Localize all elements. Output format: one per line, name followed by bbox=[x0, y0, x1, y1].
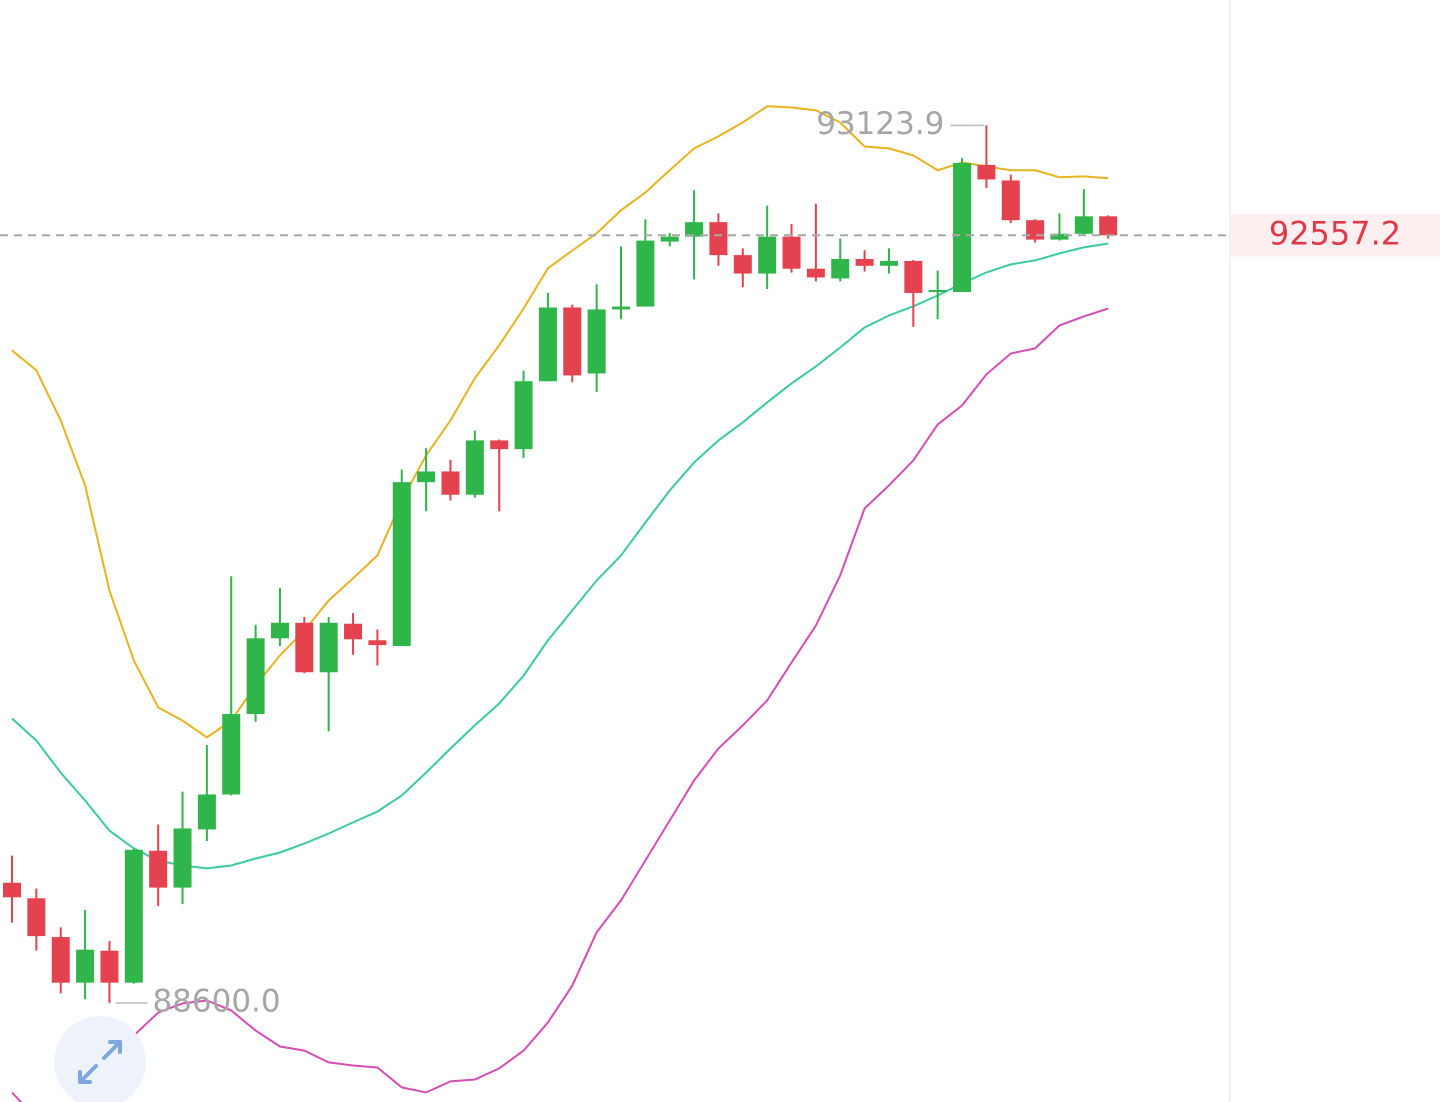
y-axis: 92557.2 bbox=[1230, 214, 1440, 257]
candle-body bbox=[977, 164, 996, 180]
candle-body bbox=[538, 307, 557, 382]
candle-body bbox=[197, 794, 216, 830]
candle-body bbox=[758, 236, 777, 274]
candle-body bbox=[1074, 216, 1093, 234]
candle-body bbox=[441, 471, 460, 495]
candle-body bbox=[636, 240, 655, 307]
candle-body bbox=[733, 255, 752, 274]
last-price-box bbox=[1230, 214, 1440, 257]
candle-body bbox=[1001, 180, 1020, 221]
band-line bbox=[11, 105, 1109, 739]
high-label: 93123.9 bbox=[816, 106, 944, 142]
expand-button[interactable] bbox=[54, 1016, 146, 1102]
candle-body bbox=[3, 882, 21, 898]
candle-body bbox=[831, 259, 850, 279]
candle-body bbox=[222, 713, 241, 795]
candle-body bbox=[612, 306, 630, 310]
candle-body bbox=[246, 638, 265, 714]
candle-body bbox=[879, 260, 898, 266]
candle-body bbox=[319, 622, 338, 673]
candle-body bbox=[709, 222, 728, 256]
candle-body bbox=[782, 236, 801, 269]
candle-body bbox=[563, 307, 582, 376]
candle-body bbox=[1050, 233, 1069, 240]
candle-body bbox=[490, 440, 509, 450]
candle-body bbox=[27, 898, 46, 937]
candle-body bbox=[149, 850, 168, 888]
candle-body bbox=[76, 949, 95, 983]
candle-body bbox=[587, 309, 606, 374]
candle-body bbox=[685, 222, 704, 237]
candle-body bbox=[295, 622, 314, 673]
band-line bbox=[11, 307, 1109, 1102]
candle-body bbox=[100, 950, 119, 983]
candle-body bbox=[855, 259, 874, 266]
candle-body bbox=[806, 268, 825, 278]
last-price-label: 92557.2 bbox=[1269, 214, 1401, 252]
candle-body bbox=[660, 236, 679, 242]
candle-body bbox=[344, 623, 363, 640]
candle-body bbox=[928, 290, 947, 293]
candle-body bbox=[417, 471, 436, 483]
candle-body bbox=[1026, 220, 1045, 240]
candle-body bbox=[51, 937, 70, 983]
annotations: 93123.9 88600.0 bbox=[0, 106, 1230, 1020]
band-line bbox=[11, 242, 1109, 870]
candle-body bbox=[392, 482, 411, 647]
candles bbox=[3, 125, 1118, 1004]
candle-body bbox=[124, 849, 143, 983]
candle-body bbox=[270, 622, 289, 639]
candle-body bbox=[465, 440, 484, 495]
candle-body bbox=[368, 640, 387, 646]
candle-body bbox=[1099, 216, 1118, 236]
candle-body bbox=[904, 260, 923, 293]
low-label: 88600.0 bbox=[152, 984, 280, 1020]
candle-body bbox=[173, 828, 192, 888]
candle-body bbox=[514, 381, 533, 450]
bands bbox=[11, 105, 1109, 1102]
candle-body bbox=[953, 162, 972, 292]
